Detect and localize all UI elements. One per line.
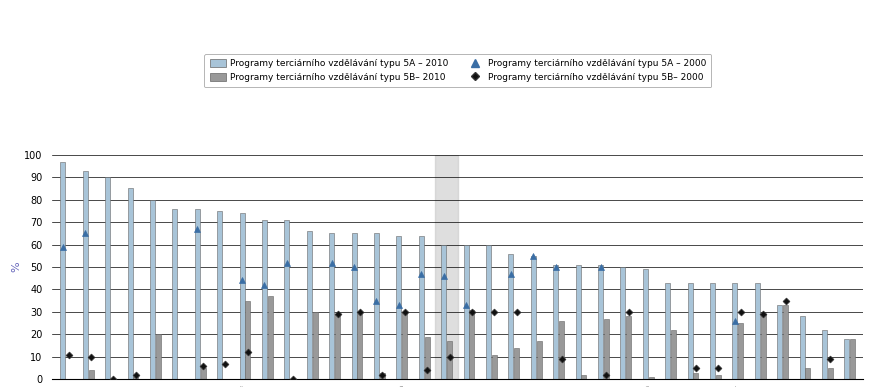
Bar [307, 231, 311, 379]
Bar [60, 161, 65, 379]
Bar [156, 334, 160, 379]
Bar [710, 283, 715, 379]
Bar [844, 339, 849, 379]
Bar [419, 236, 424, 379]
Bar [665, 283, 671, 379]
Y-axis label: %: % [11, 262, 22, 272]
Bar [330, 233, 334, 379]
Bar [469, 310, 474, 379]
Bar [492, 354, 497, 379]
Bar [150, 200, 155, 379]
Bar [822, 330, 827, 379]
Bar [643, 269, 648, 379]
Bar [806, 368, 810, 379]
Bar [739, 323, 743, 379]
Bar [358, 314, 363, 379]
Bar [262, 220, 267, 379]
Bar [335, 314, 340, 379]
Bar [777, 305, 782, 379]
Bar [173, 209, 177, 379]
Bar [850, 339, 855, 379]
Bar [89, 370, 93, 379]
Bar [447, 341, 452, 379]
Bar [649, 377, 654, 379]
Bar [127, 188, 133, 379]
Bar [486, 245, 491, 379]
Bar [106, 177, 110, 379]
Bar [582, 375, 586, 379]
Bar [828, 368, 833, 379]
Bar [598, 265, 603, 379]
Bar [514, 348, 519, 379]
Bar [380, 373, 385, 379]
Bar [531, 256, 535, 379]
Bar [217, 211, 222, 379]
Bar [783, 305, 788, 379]
Bar [716, 375, 721, 379]
Bar [194, 209, 200, 379]
Bar [133, 377, 139, 379]
Bar [425, 337, 430, 379]
Bar [732, 283, 738, 379]
Bar [313, 312, 317, 379]
Bar [201, 368, 206, 379]
Bar [621, 267, 625, 379]
Bar [508, 253, 514, 379]
Bar [536, 341, 542, 379]
Bar [755, 283, 760, 379]
Bar [351, 233, 357, 379]
Bar [553, 265, 558, 379]
Bar [604, 319, 609, 379]
Bar [83, 171, 88, 379]
Bar [402, 312, 407, 379]
Bar [626, 317, 631, 379]
Bar [693, 373, 698, 379]
Bar [671, 330, 676, 379]
Bar [268, 296, 273, 379]
Bar [397, 236, 401, 379]
Bar [576, 265, 581, 379]
Bar [245, 301, 250, 379]
Bar [760, 314, 766, 379]
Bar [435, 155, 458, 379]
Bar [240, 213, 244, 379]
Bar [688, 283, 692, 379]
Bar [559, 321, 564, 379]
Bar [441, 245, 446, 379]
Bar [284, 220, 290, 379]
Bar [464, 245, 468, 379]
Bar [800, 317, 805, 379]
Bar [374, 233, 379, 379]
Legend: Programy terciárního vzdělávání typu 5A – 2010, Programy terciárního vzdělávání : Programy terciárního vzdělávání typu 5A … [204, 54, 712, 87]
